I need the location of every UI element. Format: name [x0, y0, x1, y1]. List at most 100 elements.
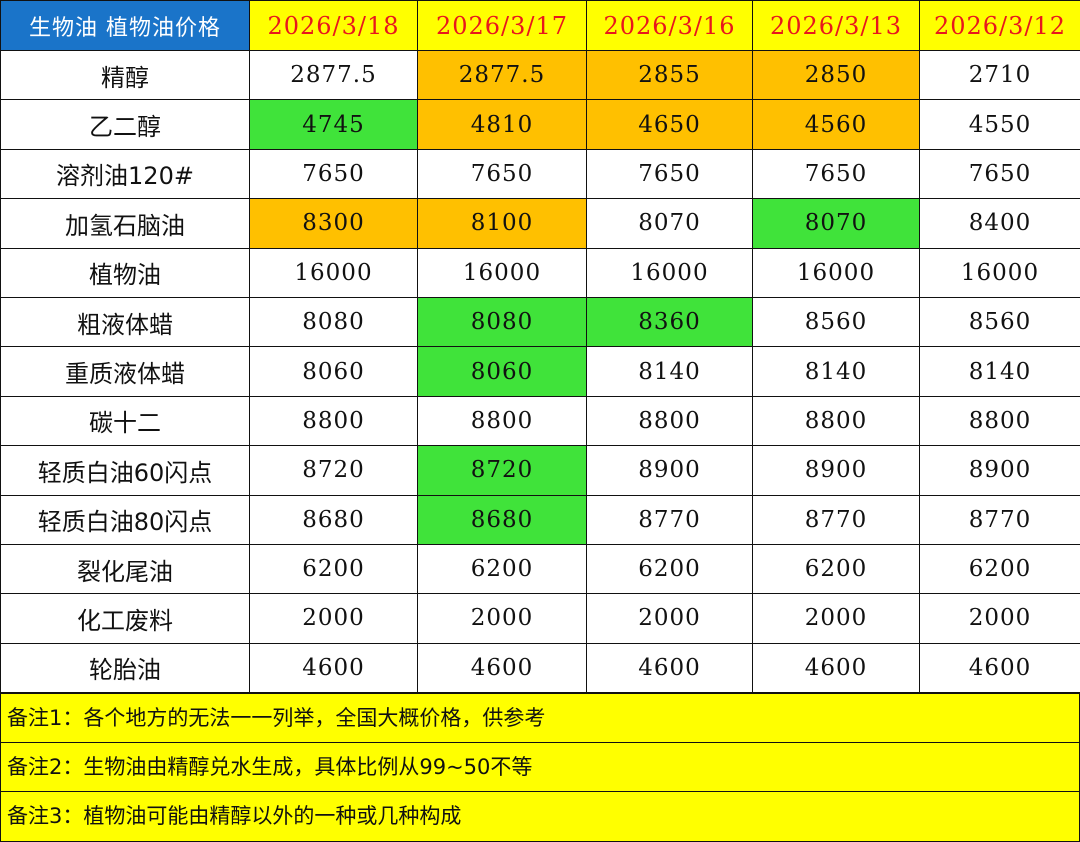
price-cell: 7650: [418, 149, 587, 198]
price-cell: 6200: [587, 544, 753, 593]
price-cell: 8800: [920, 396, 1080, 445]
price-cell: 4560: [753, 100, 920, 149]
price-cell: 4745: [250, 100, 418, 149]
product-name-cell: 溶剂油120#: [1, 149, 250, 198]
price-cell: 8560: [753, 297, 920, 346]
price-cell: 4600: [418, 643, 587, 692]
price-cell: 7650: [587, 149, 753, 198]
date-header: 2026/3/16: [587, 1, 753, 51]
price-cell: 7650: [753, 149, 920, 198]
price-cell: 16000: [250, 248, 418, 297]
price-cell: 8560: [920, 297, 1080, 346]
price-cell: 8060: [250, 347, 418, 396]
price-cell: 8140: [587, 347, 753, 396]
price-cell: 8080: [250, 297, 418, 346]
price-cell: 8900: [920, 446, 1080, 495]
price-cell: 8680: [418, 495, 587, 544]
price-cell: 2710: [920, 51, 1080, 100]
price-cell: 8770: [753, 495, 920, 544]
date-header: 2026/3/13: [753, 1, 920, 51]
price-cell: 2877.5: [418, 51, 587, 100]
price-cell: 7650: [250, 149, 418, 198]
price-cell: 2850: [753, 51, 920, 100]
product-name-cell: 化工废料: [1, 594, 250, 643]
price-cell: 6200: [250, 544, 418, 593]
product-name-cell: 碳十二: [1, 396, 250, 445]
price-cell: 4600: [587, 643, 753, 692]
note-line: 备注1：各个地方的无法一一列举，全国大概价格，供参考: [0, 693, 1080, 743]
price-cell: 2877.5: [250, 51, 418, 100]
price-cell: 8800: [250, 396, 418, 445]
note-line: 备注2：生物油由精醇兑水生成，具体比例从99~50不等: [0, 743, 1080, 793]
product-name-cell: 加氢石脑油: [1, 199, 250, 248]
price-cell: 2000: [920, 594, 1080, 643]
notes-section: 备注1：各个地方的无法一一列举，全国大概价格，供参考备注2：生物油由精醇兑水生成…: [0, 693, 1080, 842]
price-cell: 7650: [920, 149, 1080, 198]
header-row: 生物油 植物油价格 2026/3/18 2026/3/17 2026/3/16 …: [1, 1, 1080, 51]
product-name-cell: 粗液体蜡: [1, 297, 250, 346]
product-name-cell: 植物油: [1, 248, 250, 297]
price-cell: 8140: [753, 347, 920, 396]
price-cell: 8900: [587, 446, 753, 495]
price-cell: 6200: [920, 544, 1080, 593]
table-title-cell: 生物油 植物油价格: [1, 1, 250, 51]
product-name-cell: 精醇: [1, 51, 250, 100]
price-cell: 16000: [920, 248, 1080, 297]
price-cell: 2000: [418, 594, 587, 643]
date-header: 2026/3/18: [250, 1, 418, 51]
date-header: 2026/3/12: [920, 1, 1080, 51]
price-cell: 6200: [418, 544, 587, 593]
price-cell: 16000: [587, 248, 753, 297]
product-name-cell: 重质液体蜡: [1, 347, 250, 396]
price-cell: 8300: [250, 199, 418, 248]
price-cell: 8400: [920, 199, 1080, 248]
price-cell: 16000: [418, 248, 587, 297]
price-cell: 8140: [920, 347, 1080, 396]
price-cell: 8100: [418, 199, 587, 248]
product-name-cell: 轻质白油80闪点: [1, 495, 250, 544]
price-cell: 4550: [920, 100, 1080, 149]
price-cell: 8720: [418, 446, 587, 495]
product-name-cell: 轮胎油: [1, 643, 250, 692]
price-cell: 4810: [418, 100, 587, 149]
price-cell: 16000: [753, 248, 920, 297]
price-table: 生物油 植物油价格 2026/3/18 2026/3/17 2026/3/16 …: [0, 0, 1080, 693]
price-cell: 8770: [920, 495, 1080, 544]
price-cell: 8070: [587, 199, 753, 248]
product-name-cell: 乙二醇: [1, 100, 250, 149]
price-cell: 4600: [250, 643, 418, 692]
price-cell: 8900: [753, 446, 920, 495]
price-cell: 2000: [587, 594, 753, 643]
price-cell: 8680: [250, 495, 418, 544]
price-cell: 8770: [587, 495, 753, 544]
product-name-cell: 轻质白油60闪点: [1, 446, 250, 495]
price-cell: 8800: [418, 396, 587, 445]
price-cell: 8360: [587, 297, 753, 346]
note-line: 备注3：植物油可能由精醇以外的一种或几种构成: [0, 792, 1080, 842]
date-header: 2026/3/17: [418, 1, 587, 51]
price-cell: 8060: [418, 347, 587, 396]
price-cell: 8720: [250, 446, 418, 495]
price-cell: 2000: [250, 594, 418, 643]
price-cell: 8800: [753, 396, 920, 445]
price-cell: 4600: [753, 643, 920, 692]
price-cell: 2855: [587, 51, 753, 100]
price-cell: 6200: [753, 544, 920, 593]
price-cell: 4650: [587, 100, 753, 149]
price-cell: 8800: [587, 396, 753, 445]
